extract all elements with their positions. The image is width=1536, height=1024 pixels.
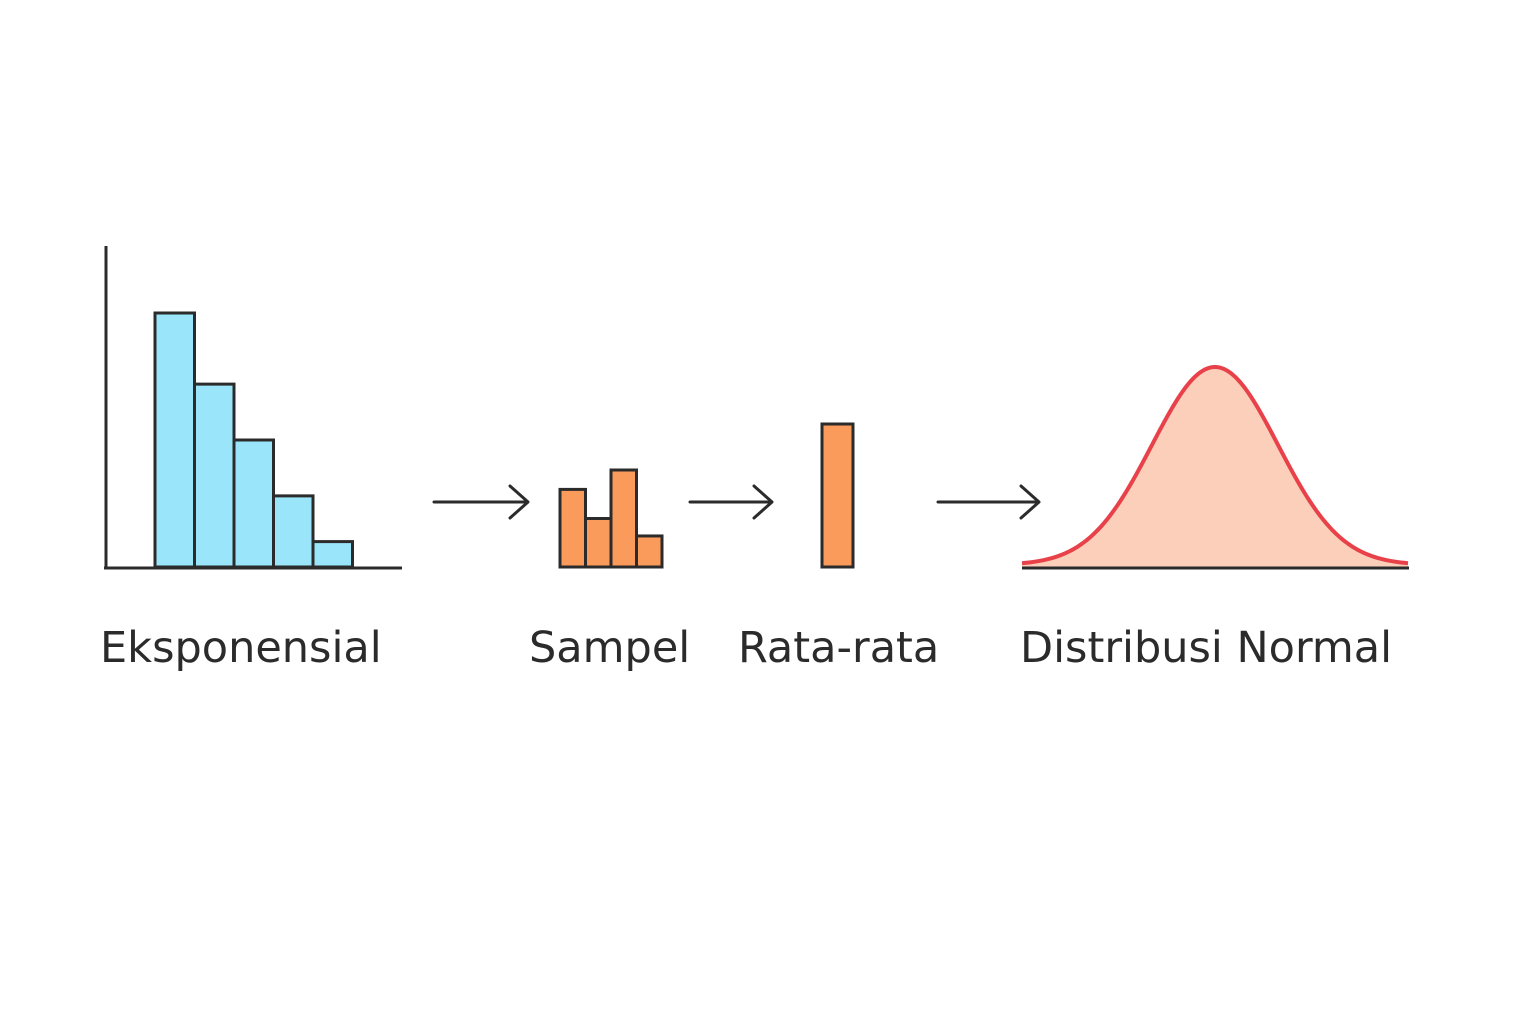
label-distribusi-normal: Distribusi Normal: [1020, 623, 1393, 673]
sample-bar-1: [558, 487, 587, 569]
right-arrow-icon: [688, 484, 774, 520]
sample-bar-4: [635, 534, 664, 569]
curve-area: [1022, 367, 1408, 567]
mean-bar: [820, 422, 855, 569]
right-arrow-icon: [936, 484, 1041, 520]
sample-bar-2: [584, 517, 613, 569]
exponential-bar-3: [232, 438, 275, 569]
label-sampel: Sampel: [529, 623, 691, 673]
exponential-bar-2: [193, 382, 236, 569]
exponential-bars: [153, 311, 354, 569]
sample-histogram: [558, 468, 664, 569]
right-arrow-icon: [432, 484, 530, 520]
exponential-histogram: [104, 246, 402, 570]
exponential-bar-4: [272, 494, 315, 569]
normal-distribution-curve: [1021, 365, 1409, 570]
exponential-bar-5: [311, 540, 354, 569]
sample-bar-3: [609, 468, 638, 569]
exponential-bar-1: [153, 311, 196, 569]
mean-bar-1: [820, 422, 855, 569]
curve-line: [1021, 365, 1409, 566]
label-rata-rata: Rata-rata: [738, 623, 940, 673]
label-eksponensial: Eksponensial: [100, 623, 382, 673]
